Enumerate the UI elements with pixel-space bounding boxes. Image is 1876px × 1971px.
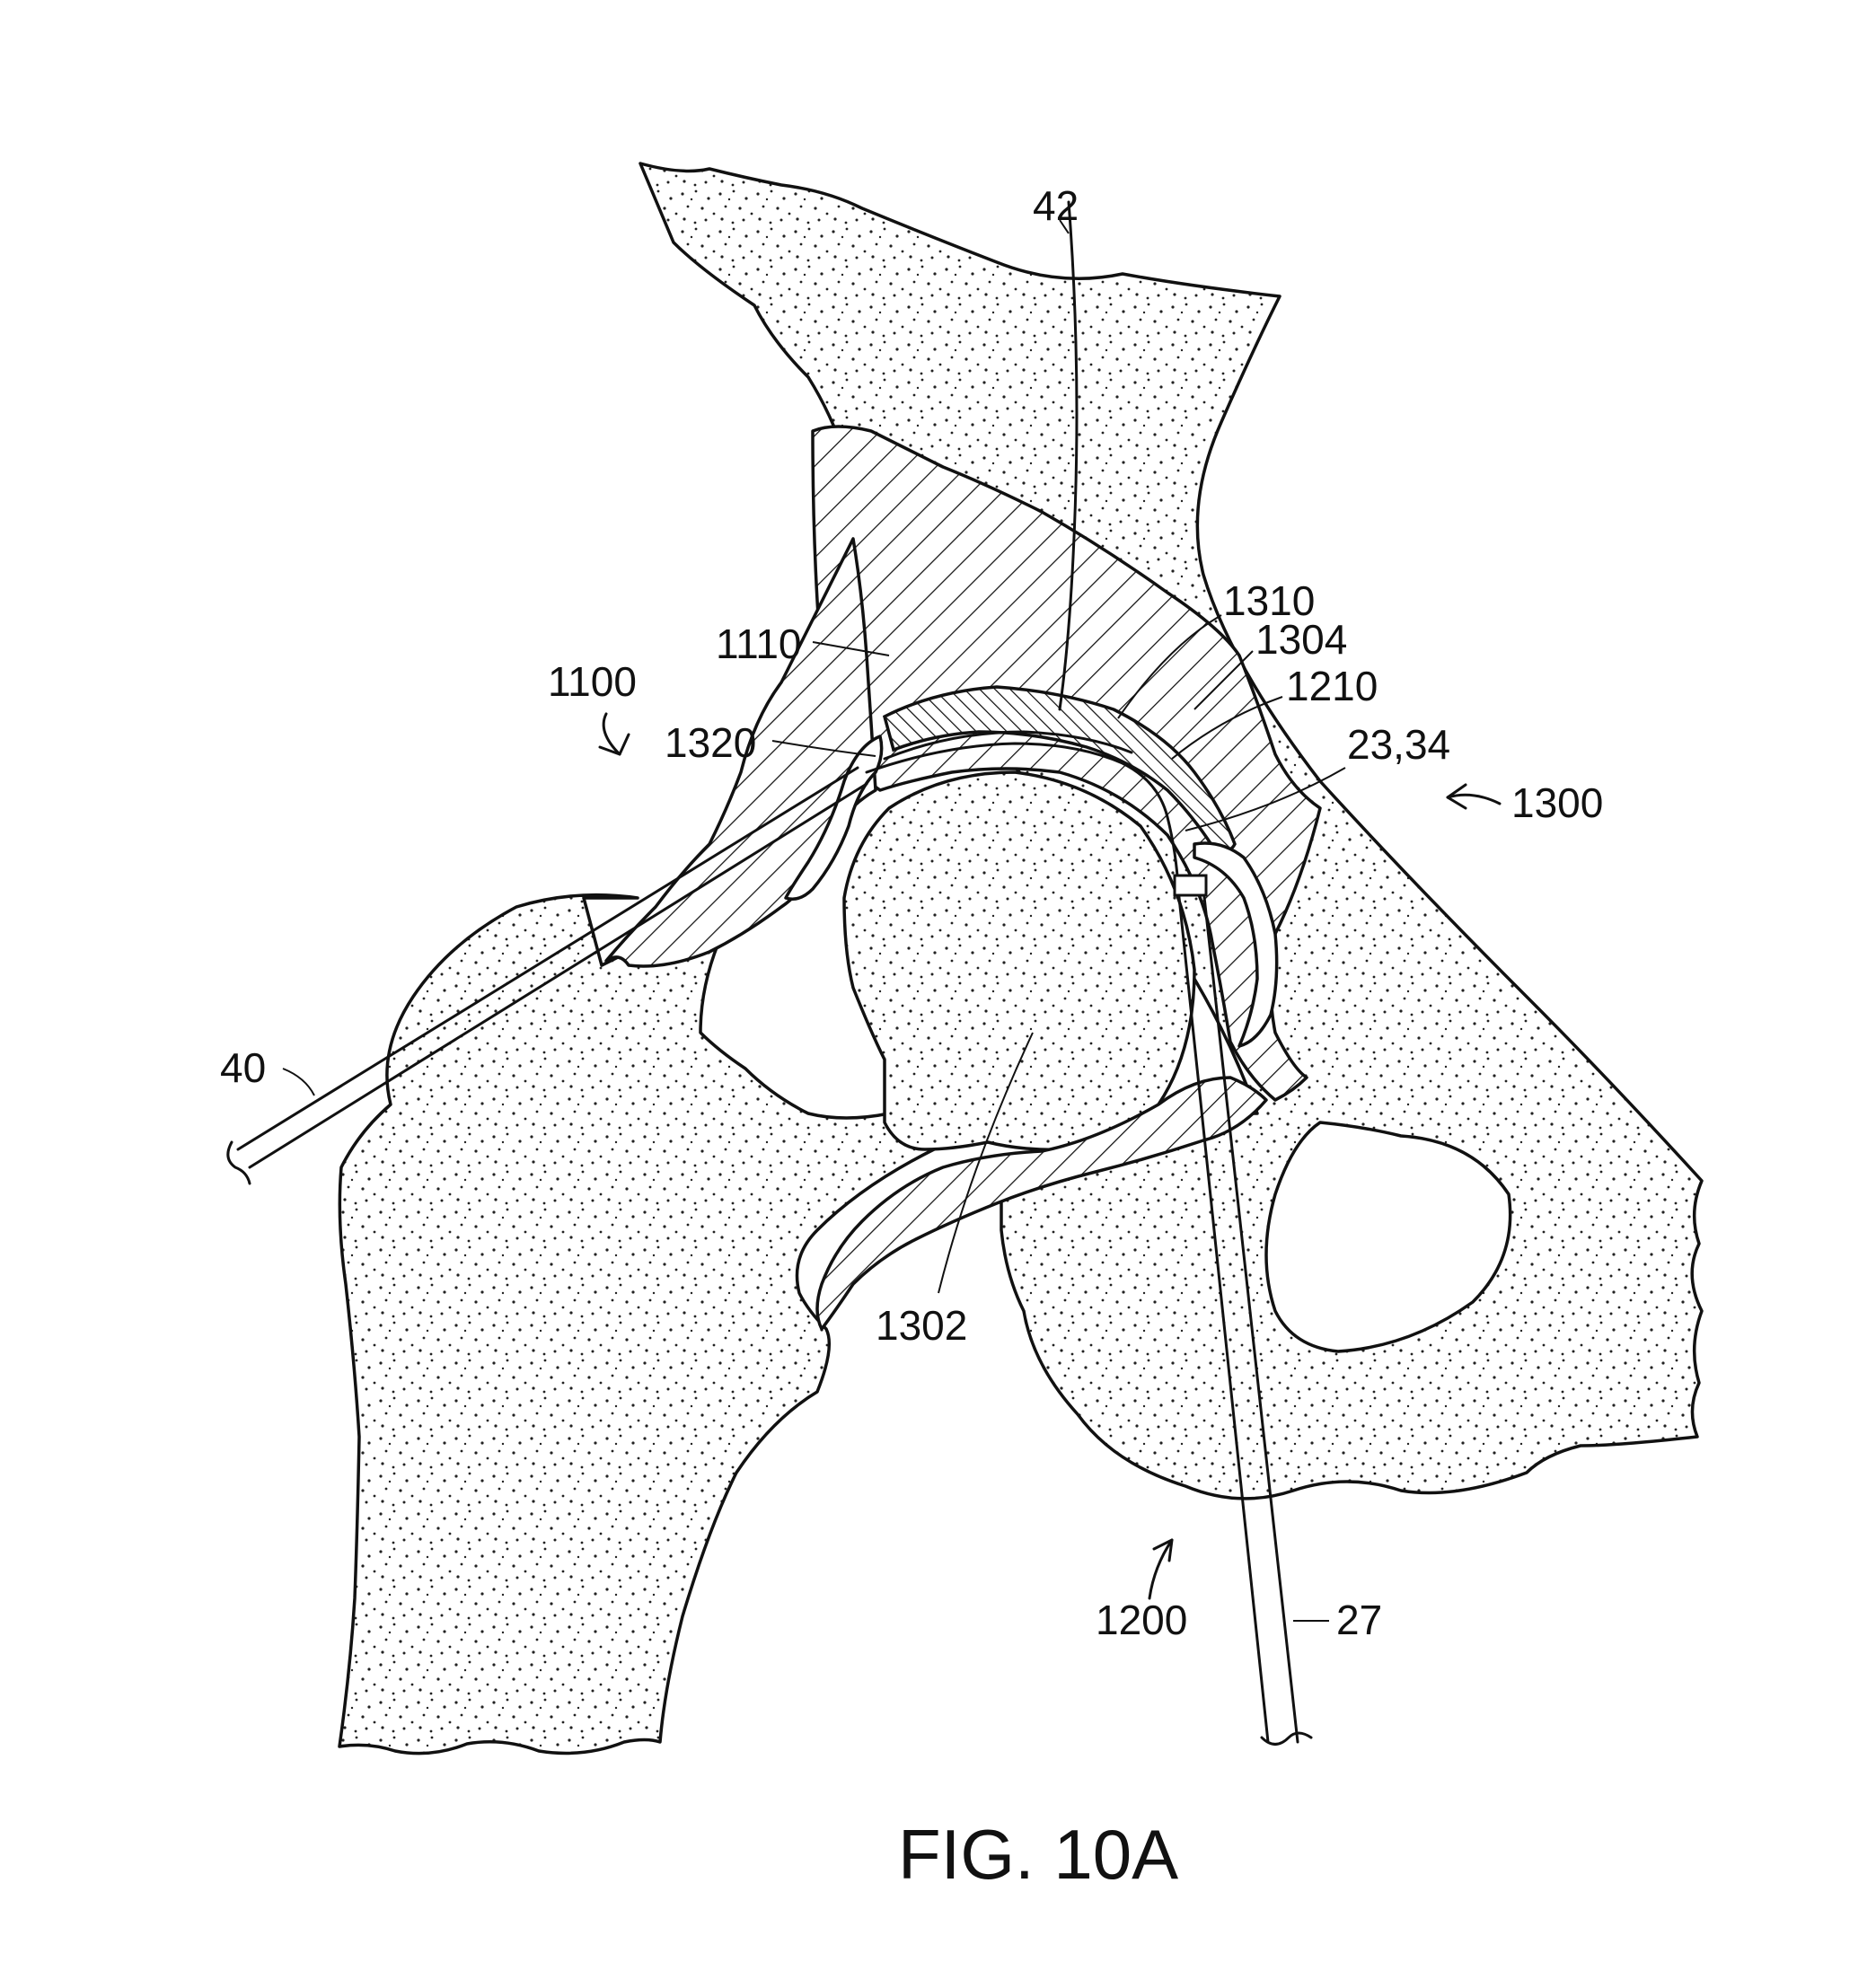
label-1302: 1302	[876, 1302, 967, 1349]
arrow-1100-head	[600, 735, 629, 754]
label-1300: 1300	[1511, 779, 1603, 826]
label-1110: 1110	[716, 620, 802, 667]
label-40: 40	[220, 1044, 266, 1091]
label-23-34: 23,34	[1347, 721, 1450, 768]
label-1304: 1304	[1255, 616, 1347, 663]
label-1100: 1100	[548, 658, 637, 705]
label-1320: 1320	[665, 719, 756, 766]
label-42: 42	[1033, 182, 1079, 229]
femoral-head	[844, 772, 1194, 1149]
label-1210: 1210	[1286, 663, 1378, 709]
instrument-27-tip	[1175, 876, 1206, 895]
leader-40	[283, 1069, 314, 1095]
label-27: 27	[1336, 1597, 1382, 1643]
instrument-27-break	[1262, 1733, 1311, 1745]
label-1200: 1200	[1096, 1597, 1187, 1643]
figure-caption: FIG. 10A	[898, 1815, 1178, 1894]
